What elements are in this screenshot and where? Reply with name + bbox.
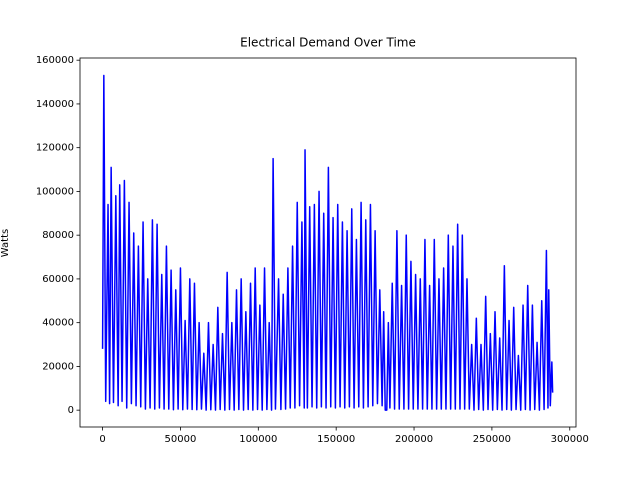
- y-tick-label: 0: [68, 405, 74, 416]
- x-tick-label: 300000: [551, 434, 589, 445]
- plot-frame: [79, 57, 577, 428]
- chart-title: Electrical Demand Over Time: [240, 36, 416, 50]
- data-line: [101, 74, 554, 411]
- y-tick-label: 80000: [42, 230, 74, 241]
- y-tick-label: 100000: [36, 186, 74, 197]
- y-tick-label: 160000: [36, 55, 74, 66]
- y-tick-label: 60000: [42, 274, 74, 285]
- x-tick-label: 0: [99, 434, 105, 445]
- y-tick-label: 40000: [42, 318, 74, 329]
- y-tick-label: 120000: [36, 143, 74, 154]
- y-tick-label: 20000: [42, 361, 74, 372]
- y-tick-label: 140000: [36, 99, 74, 110]
- x-tick-label: 150000: [317, 434, 355, 445]
- y-axis-label: Watts: [0, 229, 11, 257]
- x-tick-label: 50000: [165, 434, 197, 445]
- x-tick-label: 100000: [239, 434, 277, 445]
- x-tick-label: 250000: [473, 434, 511, 445]
- x-tick-label: 200000: [395, 434, 433, 445]
